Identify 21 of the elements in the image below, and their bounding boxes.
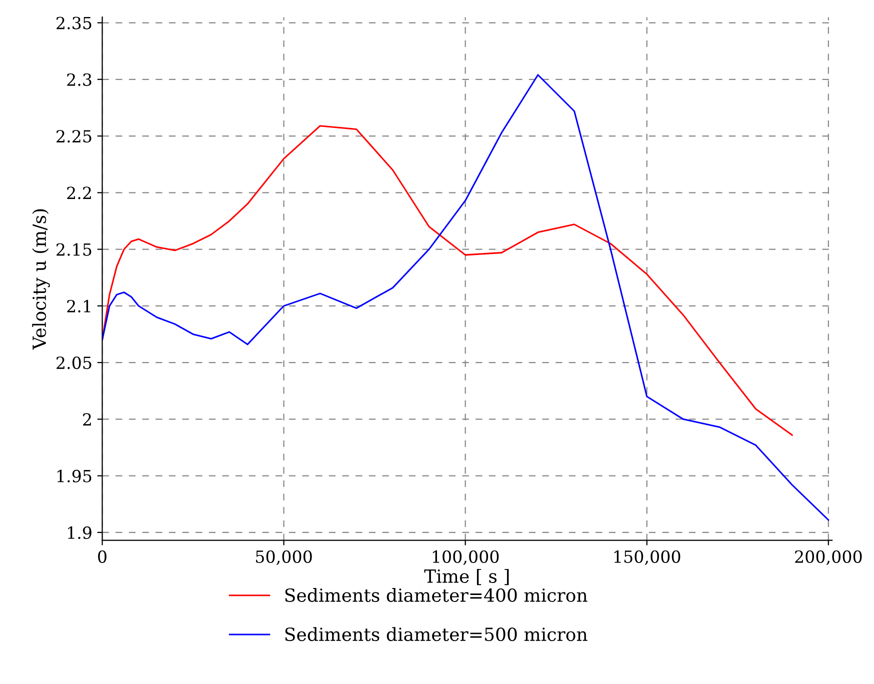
y-tick-label: 1.95: [57, 470, 92, 482]
y-tick-label: 2.35: [56, 16, 92, 30]
x-tick-label: 100,000: [432, 550, 499, 566]
x-tick-label: 150,000: [614, 550, 680, 566]
y-tick-label: 1.9: [68, 526, 92, 539]
legend-label: Sediments diameter=500 micron: [285, 627, 588, 642]
legend-label: Sediments diameter=400 micron: [285, 588, 588, 602]
y-tick-label: 2.15: [56, 243, 92, 256]
x-tick-label: 200,000: [795, 550, 862, 566]
line-series: [102, 125, 793, 436]
y-tick-label: 2.2: [67, 186, 91, 200]
y-axis-title: Velocity u (m/s): [32, 209, 50, 350]
y-tick-label: 2.1: [67, 300, 90, 312]
x-tick-label: 50,000: [256, 550, 312, 566]
x-axis-title: Time [ s ]: [424, 568, 509, 586]
y-tick-label: 2.05: [56, 356, 92, 370]
x-tick-label: 0: [98, 550, 106, 563]
y-tick-label: 2: [83, 413, 91, 426]
y-tick-label: 2.3: [67, 73, 92, 86]
y-tick-label: 2.25: [56, 130, 92, 143]
line-series: [102, 74, 830, 521]
